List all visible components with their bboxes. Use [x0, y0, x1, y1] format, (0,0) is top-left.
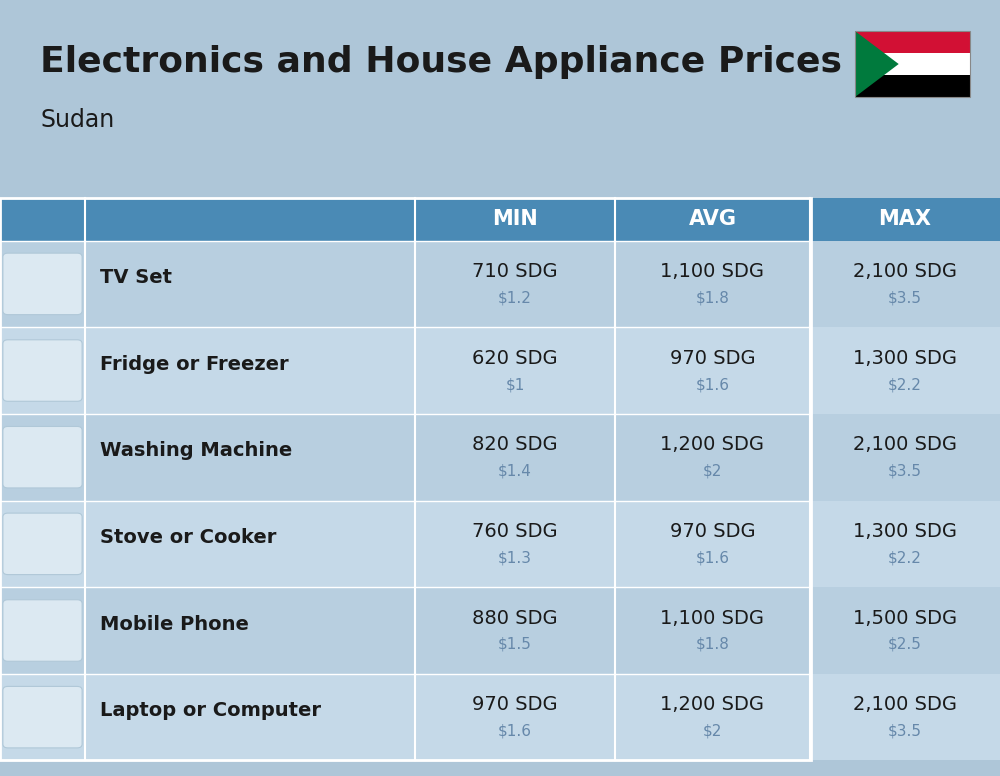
- FancyBboxPatch shape: [3, 427, 82, 488]
- Bar: [85, 674, 415, 760]
- Text: $3.5: $3.5: [888, 464, 922, 479]
- Text: 2,100 SDG: 2,100 SDG: [853, 695, 957, 714]
- Bar: [415, 198, 615, 241]
- Bar: [0, 587, 85, 674]
- Text: MIN: MIN: [492, 210, 538, 229]
- Bar: [810, 674, 1000, 760]
- Text: 2,100 SDG: 2,100 SDG: [853, 262, 957, 281]
- Text: 1,200 SDG: 1,200 SDG: [660, 435, 765, 454]
- Text: 1,300 SDG: 1,300 SDG: [853, 522, 957, 541]
- Bar: [85, 587, 415, 674]
- Bar: [615, 587, 810, 674]
- Text: $1.3: $1.3: [498, 550, 532, 565]
- Text: $2.2: $2.2: [888, 377, 922, 392]
- Bar: [810, 241, 1000, 327]
- Text: MAX: MAX: [879, 210, 932, 229]
- Text: 1,100 SDG: 1,100 SDG: [660, 262, 765, 281]
- Bar: [85, 501, 415, 587]
- Text: Laptop or Computer: Laptop or Computer: [100, 702, 321, 720]
- Text: 1,100 SDG: 1,100 SDG: [660, 608, 765, 628]
- Bar: [855, 75, 970, 97]
- Text: TV Set: TV Set: [100, 268, 172, 287]
- Text: $2.2: $2.2: [888, 550, 922, 565]
- Text: 760 SDG: 760 SDG: [472, 522, 558, 541]
- FancyBboxPatch shape: [3, 600, 82, 661]
- Text: 710 SDG: 710 SDG: [472, 262, 558, 281]
- Text: 970 SDG: 970 SDG: [670, 348, 755, 368]
- FancyBboxPatch shape: [3, 340, 82, 401]
- Text: $1.4: $1.4: [498, 464, 532, 479]
- Bar: [415, 587, 615, 674]
- Bar: [855, 53, 970, 75]
- Bar: [415, 414, 615, 501]
- Bar: [0, 198, 85, 241]
- Bar: [810, 414, 1000, 501]
- FancyBboxPatch shape: [3, 253, 82, 314]
- Text: 820 SDG: 820 SDG: [472, 435, 558, 454]
- Bar: [855, 31, 970, 97]
- Text: $1: $1: [505, 377, 525, 392]
- Bar: [85, 198, 415, 241]
- Bar: [415, 241, 615, 327]
- Bar: [0, 241, 85, 327]
- Bar: [810, 587, 1000, 674]
- Bar: [0, 501, 85, 587]
- Text: Sudan: Sudan: [40, 109, 114, 132]
- Text: $1.2: $1.2: [498, 290, 532, 305]
- Bar: [810, 501, 1000, 587]
- Bar: [810, 198, 1000, 241]
- Bar: [0, 674, 85, 760]
- Text: 1,500 SDG: 1,500 SDG: [853, 608, 957, 628]
- Text: 1,300 SDG: 1,300 SDG: [853, 348, 957, 368]
- Text: Electronics and House Appliance Prices: Electronics and House Appliance Prices: [40, 45, 842, 79]
- Text: 880 SDG: 880 SDG: [472, 608, 558, 628]
- Text: $1.5: $1.5: [498, 637, 532, 652]
- Text: $2: $2: [703, 464, 722, 479]
- Text: $1.6: $1.6: [696, 377, 730, 392]
- Text: $3.5: $3.5: [888, 724, 922, 739]
- Bar: [615, 241, 810, 327]
- Bar: [615, 674, 810, 760]
- Text: $2: $2: [703, 724, 722, 739]
- Polygon shape: [855, 31, 899, 97]
- Text: Fridge or Freezer: Fridge or Freezer: [100, 355, 289, 374]
- Text: 2,100 SDG: 2,100 SDG: [853, 435, 957, 454]
- Text: 1,200 SDG: 1,200 SDG: [660, 695, 765, 714]
- Text: $1.8: $1.8: [696, 290, 729, 305]
- Bar: [85, 414, 415, 501]
- Bar: [615, 501, 810, 587]
- Bar: [85, 327, 415, 414]
- Bar: [85, 241, 415, 327]
- Bar: [615, 327, 810, 414]
- Bar: [615, 198, 810, 241]
- Text: $1.8: $1.8: [696, 637, 729, 652]
- Text: $1.6: $1.6: [498, 724, 532, 739]
- Text: 970 SDG: 970 SDG: [472, 695, 558, 714]
- Bar: [415, 501, 615, 587]
- Text: $3.5: $3.5: [888, 290, 922, 305]
- Text: 620 SDG: 620 SDG: [472, 348, 558, 368]
- Text: 970 SDG: 970 SDG: [670, 522, 755, 541]
- FancyBboxPatch shape: [3, 687, 82, 748]
- Bar: [415, 327, 615, 414]
- Bar: [810, 327, 1000, 414]
- Text: $2.5: $2.5: [888, 637, 922, 652]
- Text: Washing Machine: Washing Machine: [100, 442, 292, 460]
- Bar: [415, 674, 615, 760]
- Bar: [0, 327, 85, 414]
- FancyBboxPatch shape: [3, 513, 82, 574]
- Bar: [615, 414, 810, 501]
- Bar: [855, 31, 970, 53]
- Text: AVG: AVG: [688, 210, 736, 229]
- Text: Stove or Cooker: Stove or Cooker: [100, 528, 276, 547]
- Bar: [0, 414, 85, 501]
- Text: $1.6: $1.6: [696, 550, 730, 565]
- Text: Mobile Phone: Mobile Phone: [100, 615, 249, 634]
- Bar: [0, 198, 811, 760]
